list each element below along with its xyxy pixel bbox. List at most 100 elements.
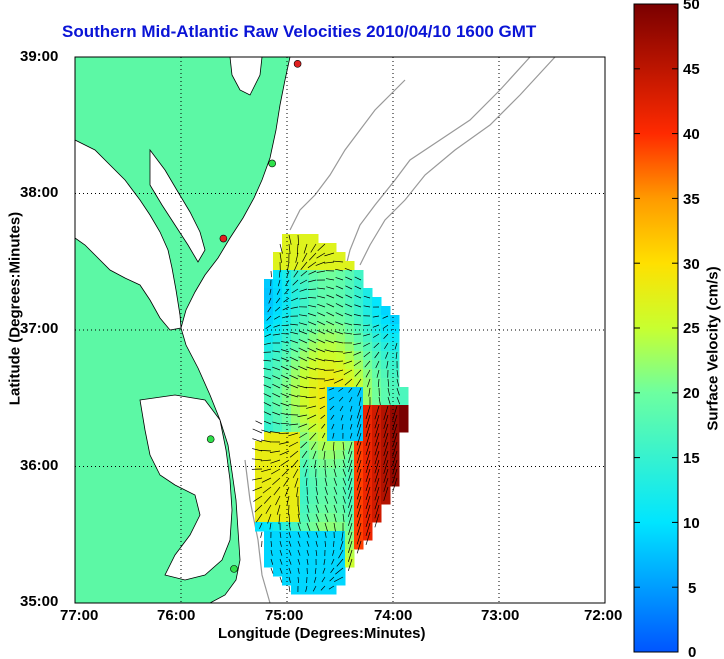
- velocity-arrow: [338, 549, 344, 559]
- velocity-arrow: [333, 495, 338, 504]
- velocity-arrow: [335, 285, 344, 290]
- velocity-arrow: [319, 387, 326, 390]
- velocity-cell: [309, 261, 319, 271]
- velocity-arrow: [281, 324, 290, 327]
- velocity-arrow: [349, 414, 353, 421]
- velocity-cell: [282, 522, 292, 532]
- velocity-cell: [327, 315, 337, 325]
- velocity-cell: [336, 513, 346, 523]
- velocity-cell: [309, 333, 319, 343]
- velocity-cell: [300, 495, 310, 505]
- velocity-cell: [327, 243, 337, 253]
- velocity-arrow: [345, 303, 353, 308]
- velocity-arrow: [251, 458, 263, 461]
- velocity-arrow: [280, 357, 290, 362]
- velocity-cell: [327, 495, 337, 505]
- velocity-arrow: [324, 504, 329, 513]
- velocity-arrow: [302, 252, 308, 262]
- velocity-arrow: [335, 303, 344, 308]
- velocity-cell: [291, 522, 301, 532]
- velocity-cell: [327, 288, 337, 298]
- velocity-cell: [363, 315, 373, 325]
- velocity-arrow: [297, 504, 300, 516]
- velocity-arrow: [279, 567, 283, 574]
- velocity-cell: [318, 486, 328, 496]
- velocity-cell: [264, 540, 274, 550]
- velocity-cell: [273, 486, 283, 496]
- velocity-cell: [300, 468, 310, 478]
- velocity-arrow: [307, 321, 317, 326]
- velocity-cell: [345, 558, 355, 568]
- velocity-cell: [291, 252, 301, 262]
- velocity-arrow: [392, 423, 398, 439]
- velocity-arrow: [272, 333, 281, 336]
- velocity-cell: [327, 297, 337, 307]
- velocity-arrow: [368, 387, 371, 397]
- velocity-arrow: [281, 341, 290, 344]
- velocity-cell: [354, 396, 364, 406]
- velocity-cell: [309, 531, 319, 541]
- velocity-cell: [363, 378, 373, 388]
- velocity-cell: [300, 369, 310, 379]
- velocity-arrow: [324, 359, 335, 362]
- velocity-arrow: [355, 378, 362, 387]
- velocity-cell: [345, 387, 355, 397]
- velocity-arrow: [312, 450, 317, 460]
- velocity-arrow: [261, 429, 272, 434]
- velocity-arrow: [374, 351, 380, 359]
- velocity-arrow: [342, 459, 346, 468]
- velocity-cell: [291, 432, 301, 442]
- velocity-arrow: [342, 477, 347, 486]
- velocity-cell: [291, 279, 301, 289]
- velocity-arrow: [263, 393, 272, 398]
- velocity-cell: [372, 504, 382, 514]
- velocity-arrow: [316, 287, 326, 290]
- velocity-cell: [273, 549, 283, 559]
- velocity-cell: [336, 423, 346, 433]
- velocity-arrow: [261, 477, 272, 483]
- velocity-arrow: [279, 549, 283, 556]
- station-markers: [206, 60, 302, 573]
- velocity-arrow: [288, 522, 291, 531]
- velocity-cell: [264, 441, 274, 451]
- velocity-cell: [291, 504, 301, 514]
- velocity-arrow: [383, 450, 389, 465]
- velocity-arrow: [363, 342, 371, 347]
- velocity-arrow: [279, 441, 290, 445]
- velocity-cell: [336, 342, 346, 352]
- velocity-arrow: [282, 306, 290, 311]
- velocity-cell: [372, 297, 382, 307]
- velocity-arrow: [320, 414, 326, 419]
- velocity-arrow: [289, 331, 299, 335]
- velocity-arrow: [385, 351, 389, 359]
- velocity-arrow: [314, 367, 326, 371]
- velocity-arrow: [326, 303, 335, 308]
- velocity-cell: [309, 576, 319, 586]
- velocity-arrow: [324, 495, 329, 504]
- velocity-cell: [291, 405, 301, 415]
- velocity-arrow: [363, 351, 371, 358]
- velocity-arrow: [321, 423, 326, 429]
- velocity-arrow: [365, 504, 371, 518]
- velocity-cell: [345, 432, 355, 442]
- velocity-cell: [336, 333, 346, 343]
- velocity-cell: [264, 324, 274, 334]
- velocity-cell: [390, 369, 400, 379]
- velocity-cell: [264, 351, 274, 361]
- velocity-cell: [273, 459, 283, 469]
- velocity-cell: [372, 495, 382, 505]
- velocity-cell: [318, 459, 328, 469]
- velocity-cell: [372, 396, 382, 406]
- velocity-arrow: [288, 393, 299, 398]
- velocity-arrow: [365, 432, 371, 446]
- velocity-cell: [354, 477, 364, 487]
- velocity-cell: [363, 486, 373, 496]
- velocity-cell: [309, 504, 319, 514]
- velocity-cell: [300, 441, 310, 451]
- velocity-cell: [264, 432, 274, 442]
- velocity-cell: [318, 441, 328, 451]
- y-axis-title: Latitude (Degrees:Minutes): [6, 211, 24, 406]
- velocity-cell: [273, 342, 283, 352]
- bathymetry-contour: [244, 459, 271, 603]
- velocity-arrow: [270, 549, 273, 556]
